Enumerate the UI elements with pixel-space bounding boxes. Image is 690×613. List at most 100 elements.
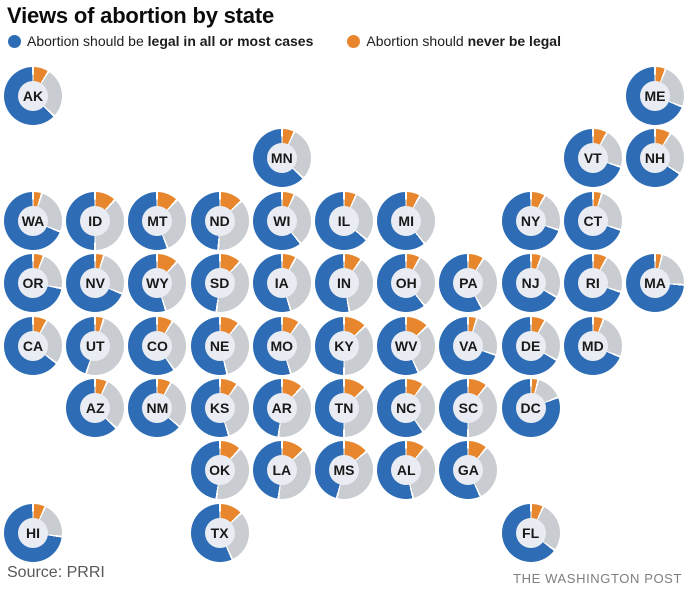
legend-item-legal: Abortion should be legal in all or most … — [8, 33, 313, 49]
state-donut-KY: KY — [315, 316, 373, 375]
donut-hole: RI — [577, 268, 608, 299]
state-label-GA: GA — [457, 462, 479, 479]
publisher-credit: THE WASHINGTON POST — [513, 571, 682, 586]
state-donut-GA: GA — [439, 441, 498, 500]
page-title: Views of abortion by state — [7, 3, 275, 28]
state-label-HI: HI — [26, 524, 40, 541]
state-donut-MO: MO — [252, 316, 311, 375]
legend: Abortion should be legal in all or most … — [8, 33, 561, 49]
state-label-MN: MN — [270, 150, 293, 167]
state-label-MS: MS — [333, 462, 355, 479]
donut-hole: AL — [391, 455, 422, 486]
donut-hole: DE — [515, 330, 546, 361]
state-donut-DC: DC — [501, 379, 560, 437]
donut-hole: SD — [204, 268, 235, 299]
state-donut-MN: MN — [252, 129, 311, 188]
donut-hole: IA — [266, 268, 297, 299]
state-label-SD: SD — [209, 275, 230, 292]
donut-hole: OH — [391, 268, 422, 299]
state-donut-CT: CT — [563, 191, 622, 250]
state-label-FL: FL — [522, 524, 540, 541]
state-donut-VT: VT — [563, 129, 622, 188]
state-label-CO: CO — [146, 337, 168, 354]
state-label-CA: CA — [22, 337, 44, 354]
state-label-ND: ND — [209, 212, 230, 229]
state-label-KY: KY — [334, 337, 354, 354]
legend-item-never: Abortion should never be legal — [347, 33, 561, 49]
donut-hole: WA — [18, 205, 48, 236]
donut-hole: NM — [142, 393, 173, 423]
state-label-AR: AR — [271, 400, 292, 416]
donut-hole: MD — [577, 330, 608, 361]
donut-hole: UT — [80, 330, 111, 361]
state-donut-WA: WA — [4, 191, 62, 250]
donut-hole: MN — [266, 143, 297, 174]
state-donut-NJ: NJ — [501, 254, 560, 313]
state-donut-SC: SC — [439, 379, 498, 437]
donut-hole: AZ — [80, 393, 111, 423]
state-donut-TX: TX — [190, 503, 249, 562]
state-donut-LA: LA — [252, 441, 311, 500]
donut-hole: SC — [453, 393, 484, 423]
state-label-NM: NM — [146, 400, 169, 416]
state-label-VT: VT — [583, 150, 602, 167]
state-label-TN: TN — [334, 400, 354, 416]
donut-hole: FL — [515, 517, 546, 548]
state-label-ME: ME — [644, 88, 666, 104]
state-label-IN: IN — [337, 275, 351, 292]
donut-hole: GA — [453, 455, 484, 486]
legal-legend-dot-icon — [8, 34, 21, 48]
state-donut-DE: DE — [501, 316, 560, 375]
state-label-LA: LA — [272, 462, 292, 479]
state-donut-CA: CA — [4, 316, 62, 375]
state-label-NY: NY — [520, 212, 541, 229]
state-label-NC: NC — [396, 400, 417, 416]
donut-hole: NE — [204, 330, 235, 361]
state-label-IA: IA — [274, 275, 289, 292]
donut-hole: LA — [266, 455, 297, 486]
state-donut-TN: TN — [315, 379, 373, 437]
state-label-WY: WY — [146, 275, 169, 292]
source-note: Source: PRRI — [7, 564, 105, 581]
donut-hole: WY — [142, 268, 173, 299]
state-label-NE: NE — [209, 337, 230, 354]
state-label-WI: WI — [273, 212, 291, 229]
state-donut-PA: PA — [439, 254, 498, 313]
state-label-CT: CT — [583, 212, 603, 229]
state-label-UT: UT — [85, 337, 105, 354]
donut-hole: OK — [204, 455, 235, 486]
donut-hole: CT — [577, 205, 608, 236]
state-donut-RI: RI — [563, 254, 622, 313]
state-label-ID: ID — [88, 212, 103, 229]
state-donut-ME: ME — [626, 67, 684, 125]
state-donut-MI: MI — [377, 191, 436, 250]
state-donut-NC: NC — [377, 379, 436, 437]
state-label-KS: KS — [209, 400, 230, 416]
donut-hole: KY — [329, 330, 359, 361]
state-label-TX: TX — [210, 524, 229, 541]
state-donut-AR: AR — [252, 379, 311, 437]
donut-hole: NJ — [515, 268, 546, 299]
state-label-OK: OK — [209, 462, 231, 479]
donut-hole: AK — [18, 81, 48, 111]
state-donut-HI: HI — [4, 503, 62, 562]
state-donut-OR: OR — [4, 254, 62, 313]
donut-hole: WI — [266, 205, 297, 236]
legend-label-never: Abortion should never be legal — [366, 33, 561, 49]
state-label-MI: MI — [398, 212, 414, 229]
state-donut-NV: NV — [66, 254, 125, 313]
state-donut-MS: MS — [315, 441, 373, 500]
donut-hole: TX — [204, 517, 235, 548]
state-label-MD: MD — [581, 337, 604, 354]
state-donut-FL: FL — [501, 503, 560, 562]
state-donut-VA: VA — [439, 316, 498, 375]
donut-hole: MO — [266, 330, 297, 361]
donut-hole: HI — [18, 517, 48, 548]
never-legend-dot-icon — [347, 34, 361, 48]
state-donut-NE: NE — [190, 316, 249, 375]
state-label-WV: WV — [394, 337, 418, 354]
state-label-MA: MA — [644, 275, 666, 292]
state-donut-MA: MA — [626, 254, 684, 313]
donut-hole: TN — [329, 393, 359, 423]
